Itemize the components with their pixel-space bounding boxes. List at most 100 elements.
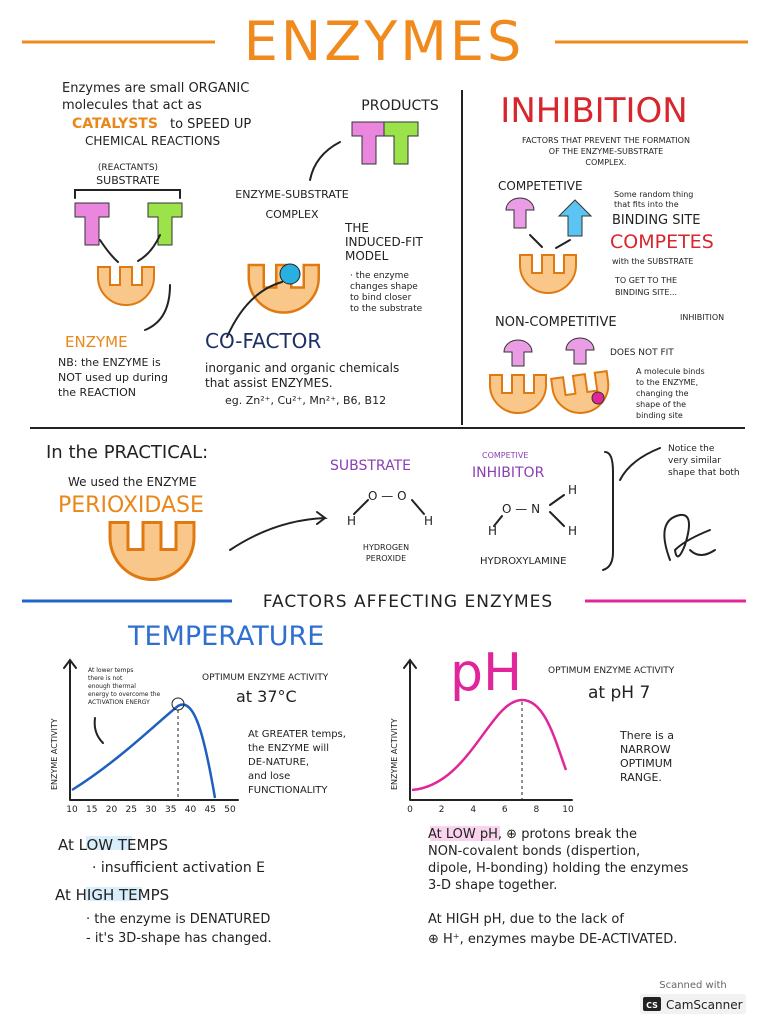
heading: CO-FACTOR [205,329,321,353]
note: At GREATER temps, the ENZYME will DE-NATUR… [248,729,346,796]
text-line: PEROXIDE [366,554,406,563]
arrow [99,234,161,263]
text-line: molecules that act as [62,98,202,113]
text-line: NOT used up during [58,371,168,384]
text-line: changing the [636,389,689,398]
text-line: changes shape [350,282,418,292]
label: PRODUCTS [361,98,439,114]
atom: H [568,524,577,538]
badge-logo [643,997,661,1011]
note: A molecule binds to the ENZYME, changing t… [636,367,705,420]
label: SUBSTRATE [330,458,411,474]
tick-label: 20 [106,805,118,815]
text-line: At HIGH pH, due to the lack of [428,912,624,927]
text-line: that assist ENZYMES. [205,376,333,390]
tick-label: 45 [205,805,216,815]
text-line: there is not [88,675,123,682]
text-line: At GREATER temps, [248,729,346,740]
note: Some random thing that fits into the [614,190,693,209]
label: HYDROGEN PEROXIDE [363,543,409,563]
text-line: At LOW pH, ⊕ protons break the [428,827,637,842]
text-line: inorganic and organic chemicals [205,361,399,375]
axis-label: ENZYME ACTIVITY [390,718,399,790]
note: with the SUBSTRATE [612,257,693,266]
note: At LOW pH, ⊕ protons break the NON-covale… [428,827,689,893]
text-line: RANGE. [620,771,662,784]
text-line: COMPLEX. [585,158,626,167]
note: eg. Zn²⁺, Cu²⁺, Mn²⁺, B6, B12 [225,394,386,407]
text-line: OPTIMUM [620,757,672,770]
text-line: very similar [668,456,721,466]
text-line: that fits into the [614,200,679,209]
text-line: the REACTION [58,386,136,399]
note: NB: the ENZYME is NOT used up during the R… [58,356,168,399]
text-line: to bind closer [350,293,412,303]
intro: CHEMICAL REACTIONS [85,134,220,148]
badge-logo-text: CS [646,1001,658,1010]
subtitle: FACTORS THAT PREVENT THE FORMATION OF THE… [522,136,690,167]
text-line: enough thermal [88,683,136,690]
tick-label: 10 [66,805,78,815]
text-line: Enzymes are small ORGANIC [62,81,249,96]
tick-label: 35 [165,805,176,815]
text-line: ENZYME-SUBSTRATE [235,188,349,201]
label: HYDROXYLAMINE [480,556,566,567]
bond [353,499,425,515]
text-line: DE-NATURE, [248,757,309,768]
highlight [430,826,500,841]
text-line: · the enzyme [350,271,409,281]
text-line: the ENZYME will [248,743,329,754]
highlight [86,887,142,901]
keyword: CATALYSTS [72,116,158,132]
atom: H [424,514,433,528]
tick-label: 2 [439,805,445,815]
text-line: Notice the [668,444,715,454]
heading: pH [450,643,522,703]
label: INHIBITOR [472,465,545,481]
label: At HIGH TEMPS [55,886,169,904]
tick-label: 15 [86,805,97,815]
atom: O — O [368,489,407,503]
label: at pH 7 [588,683,650,703]
text-line: There is a [619,729,674,742]
text-line: FACTORS THAT PREVENT THE FORMATION [522,136,690,145]
text-line: Some random thing [614,190,693,199]
highlight [86,836,132,850]
text-line: and lose [248,771,290,782]
intro: to SPEED UP [170,117,251,132]
text-line: dipole, H-bonding) holding the enzymes [428,861,689,876]
tick-label: 10 [562,805,574,815]
label: DOES NOT FIT [610,348,674,358]
text-line: binding site [636,411,683,420]
label: OPTIMUM ENZYME ACTIVITY [202,673,329,683]
note: · insufficient activation E [92,860,265,876]
text-line: - it's 3D-shape has changed. [86,931,272,946]
axis [403,658,573,801]
tick-labels: 10 15 20 25 30 35 40 45 50 [66,805,236,815]
text-line: ACTIVATION ENERGY [88,699,150,706]
tick-label: 50 [224,805,236,815]
text-line: HYDROGEN [363,543,409,552]
text-line: INDUCED-FIT [345,235,424,249]
text-line: shape that both [668,468,740,478]
note: We used the ENZYME [68,475,197,489]
curve [71,703,217,799]
label: ENZYME-SUBSTRATE COMPLEX [235,188,349,221]
page-title: ENZYMES [244,10,524,73]
tick-label: 4 [470,805,476,815]
bracket [602,451,614,571]
note: At HIGH pH, due to the lack of ⊕ H⁺, enzy… [428,912,677,947]
tick-label: 25 [126,805,137,815]
arrow [144,284,171,331]
label: THE INDUCED-FIT MODEL [344,221,424,263]
axis [63,658,239,801]
substrate-shape [505,197,535,229]
atom: H [347,514,356,528]
note: Notice the very similar shape that both [668,444,740,478]
text-line: NB: the ENZYME is [58,356,161,369]
tick-label: 8 [534,805,540,815]
text-line: energy to overcome the [88,691,161,698]
badge-text: CamScanner [666,998,743,1012]
